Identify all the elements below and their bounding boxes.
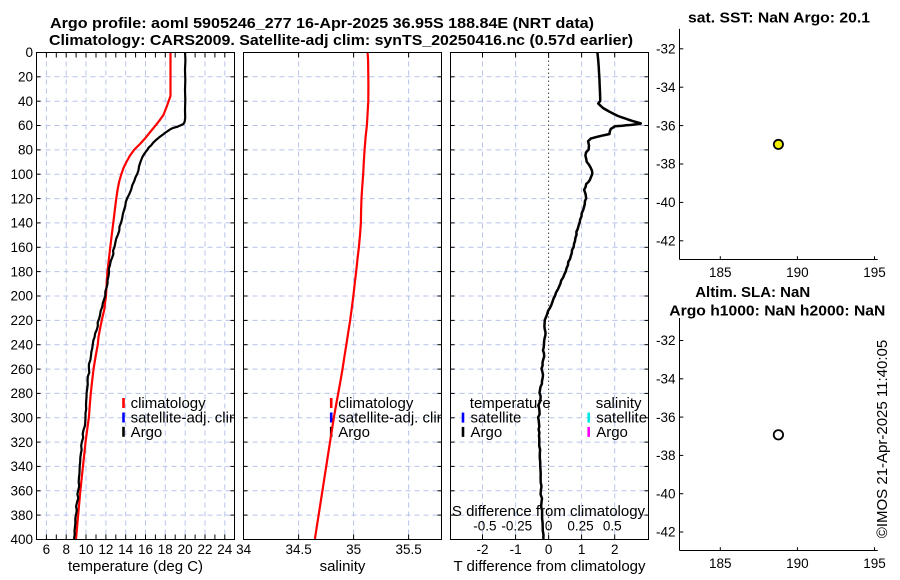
svg-text:-42: -42 xyxy=(656,525,676,540)
svg-text:320: 320 xyxy=(10,435,33,450)
svg-text:60: 60 xyxy=(18,118,33,133)
svg-text:16: 16 xyxy=(138,542,153,557)
svg-text:8: 8 xyxy=(62,542,70,557)
svg-text:-40: -40 xyxy=(656,195,676,210)
svg-text:-38: -38 xyxy=(656,448,676,463)
svg-text:-42: -42 xyxy=(656,234,676,249)
svg-text:-0.25: -0.25 xyxy=(501,519,532,534)
svg-text:-36: -36 xyxy=(656,410,676,425)
svg-text:-32: -32 xyxy=(656,333,676,348)
svg-text:35.5: 35.5 xyxy=(395,542,421,557)
svg-text:-34: -34 xyxy=(656,80,676,95)
svg-text:-38: -38 xyxy=(656,157,676,172)
svg-text:35: 35 xyxy=(346,542,361,557)
svg-text:satellite: satellite xyxy=(471,410,522,427)
svg-text:185: 185 xyxy=(709,265,732,280)
svg-text:temperature (deg C): temperature (deg C) xyxy=(68,558,203,575)
svg-text:400: 400 xyxy=(10,532,33,547)
svg-text:-36: -36 xyxy=(656,118,676,133)
svg-text:Argo h1000: NaN h2000: NaN: Argo h1000: NaN h2000: NaN xyxy=(669,303,885,320)
svg-text:80: 80 xyxy=(18,143,33,158)
svg-text:300: 300 xyxy=(10,410,33,425)
svg-text:-40: -40 xyxy=(656,486,676,501)
svg-text:140: 140 xyxy=(10,216,33,231)
svg-text:18: 18 xyxy=(158,542,173,557)
svg-text:Argo: Argo xyxy=(338,424,370,441)
svg-text:S difference from climatology: S difference from climatology xyxy=(452,503,646,520)
svg-text:10: 10 xyxy=(78,542,93,557)
svg-text:salinity: salinity xyxy=(320,558,366,575)
svg-text:0: 0 xyxy=(25,45,33,60)
svg-text:220: 220 xyxy=(10,313,33,328)
svg-text:34: 34 xyxy=(236,542,252,557)
svg-text:0: 0 xyxy=(545,542,553,557)
svg-text:satellite-adj. clim: satellite-adj. clim xyxy=(338,410,449,427)
svg-text:200: 200 xyxy=(10,289,33,304)
svg-text:©IMOS 21-Apr-2025 11:40:05: ©IMOS 21-Apr-2025 11:40:05 xyxy=(874,340,891,538)
svg-text:sat. SST: NaN Argo: 20.1: sat. SST: NaN Argo: 20.1 xyxy=(688,9,870,26)
svg-text:12: 12 xyxy=(98,542,113,557)
svg-text:2: 2 xyxy=(611,542,619,557)
svg-text:34.5: 34.5 xyxy=(285,542,311,557)
svg-text:340: 340 xyxy=(10,459,33,474)
svg-text:0.5: 0.5 xyxy=(603,519,622,534)
svg-text:40: 40 xyxy=(18,94,33,109)
svg-text:14: 14 xyxy=(118,542,134,557)
svg-text:Argo: Argo xyxy=(471,424,503,441)
svg-text:temperature: temperature xyxy=(470,395,551,412)
svg-text:280: 280 xyxy=(10,386,33,401)
svg-text:1: 1 xyxy=(578,542,586,557)
svg-text:-0.5: -0.5 xyxy=(473,519,496,534)
svg-text:-32: -32 xyxy=(656,42,676,57)
svg-text:160: 160 xyxy=(10,240,33,255)
svg-text:180: 180 xyxy=(10,264,33,279)
svg-text:195: 195 xyxy=(863,556,886,571)
svg-text:Altim. SLA: NaN: Altim. SLA: NaN xyxy=(695,284,810,301)
svg-text:185: 185 xyxy=(709,556,732,571)
svg-text:120: 120 xyxy=(10,191,33,206)
svg-text:-1: -1 xyxy=(510,542,522,557)
svg-text:360: 360 xyxy=(10,484,33,499)
svg-text:190: 190 xyxy=(786,556,809,571)
svg-text:260: 260 xyxy=(10,362,33,377)
svg-text:salinity: salinity xyxy=(596,395,642,412)
svg-text:100: 100 xyxy=(10,167,33,182)
svg-text:satellite: satellite xyxy=(596,410,647,427)
svg-text:380: 380 xyxy=(10,508,33,523)
svg-text:Argo: Argo xyxy=(131,424,163,441)
svg-text:190: 190 xyxy=(786,265,809,280)
svg-text:Argo profile: aoml 5905246_277: Argo profile: aoml 5905246_277 16-Apr-20… xyxy=(50,15,594,32)
svg-text:6: 6 xyxy=(43,542,51,557)
svg-text:195: 195 xyxy=(863,265,886,280)
svg-text:-2: -2 xyxy=(476,542,488,557)
svg-text:22: 22 xyxy=(197,542,212,557)
svg-text:Argo: Argo xyxy=(596,424,628,441)
svg-text:240: 240 xyxy=(10,337,33,352)
svg-text:0.25: 0.25 xyxy=(567,519,593,534)
svg-text:climatology: climatology xyxy=(338,395,414,412)
svg-text:20: 20 xyxy=(178,542,193,557)
svg-text:-34: -34 xyxy=(656,372,676,387)
svg-text:satellite-adj. clim: satellite-adj. clim xyxy=(131,410,242,427)
svg-text:T difference from climatology: T difference from climatology xyxy=(453,558,646,575)
svg-text:climatology: climatology xyxy=(131,395,207,412)
svg-text:Climatology: CARS2009. Satelli: Climatology: CARS2009. Satellite-adj cli… xyxy=(49,32,633,49)
svg-text:0: 0 xyxy=(545,519,553,534)
svg-text:24: 24 xyxy=(217,542,233,557)
svg-text:20: 20 xyxy=(18,70,33,85)
